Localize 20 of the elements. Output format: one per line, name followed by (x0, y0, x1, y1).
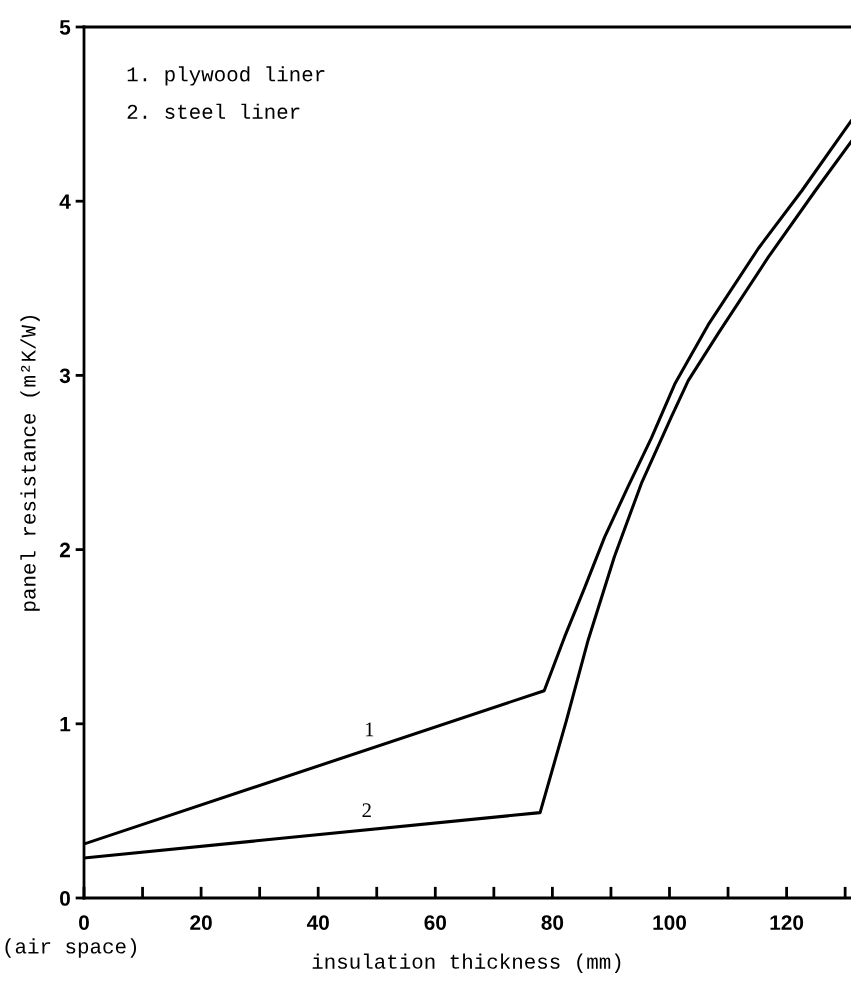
series-label: 2 (362, 803, 371, 818)
annotation: 1. plywood liner (127, 66, 325, 86)
x-tick-label: 80 (541, 915, 564, 930)
y-axis-title: panel resistance (m²K/W) (20, 315, 40, 611)
x-tick-label: 120 (770, 915, 804, 930)
x-tick-label: 40 (306, 915, 329, 930)
x-tick-label: 100 (653, 915, 687, 930)
annotation: 2. steel liner (127, 103, 300, 119)
x-axis-title: insulation thickness (mm) (312, 953, 621, 973)
y-tick-label: 2 (59, 542, 70, 558)
x-tick-label: 0 (79, 915, 89, 930)
text: (air space) (5, 938, 137, 958)
y-tick-label: 3 (59, 368, 71, 384)
x-tick-label: 20 (190, 915, 212, 930)
y-tick-label: 1 (60, 717, 71, 732)
y-tick-label: 0 (60, 891, 70, 906)
series-label: 1 (365, 722, 374, 737)
y-tick-label: 5 (59, 20, 71, 35)
y-tick-label: 4 (59, 194, 71, 209)
x-tick-label: 60 (424, 915, 447, 930)
